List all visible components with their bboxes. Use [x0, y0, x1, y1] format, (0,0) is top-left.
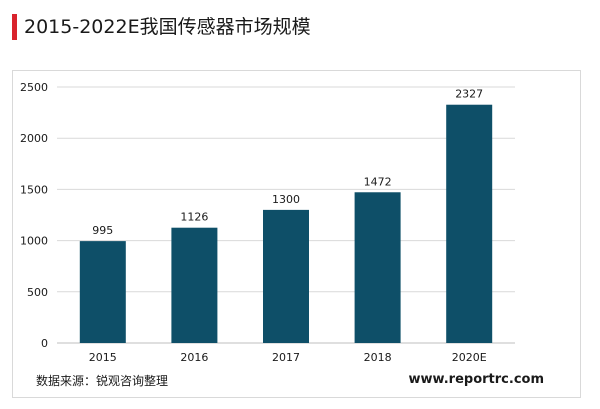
- x-tick-label: 2018: [364, 351, 392, 364]
- data-label: 1300: [272, 193, 300, 206]
- chart-title: 2015-2022E我国传感器市场规模: [24, 16, 311, 38]
- y-tick-label: 1000: [20, 235, 48, 248]
- x-tick-label: 2017: [272, 351, 300, 364]
- title-accent-bar: [12, 14, 17, 40]
- x-axis-ticks: 2015 2016 2017 2018 2020E: [89, 351, 487, 364]
- bar-2016: [171, 227, 218, 343]
- bar-2017: [263, 209, 309, 343]
- x-tick-label: 2015: [89, 351, 117, 364]
- data-label: 995: [92, 224, 113, 237]
- bars: [79, 104, 493, 343]
- x-tick-label: 2020E: [452, 351, 487, 364]
- y-tick-label: 1500: [20, 183, 48, 196]
- x-tick-label: 2016: [180, 351, 208, 364]
- y-axis-ticks: 0 500 1000 1500 2000 2500: [20, 81, 48, 350]
- data-source-note: 数据来源：锐观咨询整理: [36, 374, 169, 388]
- website-link[interactable]: www.reportrc.com: [408, 372, 544, 387]
- y-tick-label: 2000: [20, 132, 48, 145]
- data-label: 1126: [180, 211, 208, 224]
- y-tick-label: 2500: [20, 81, 48, 94]
- chart-frame: [12, 70, 581, 398]
- y-tick-label: 0: [41, 337, 48, 350]
- data-labels: 995 1126 1300 1472 2327: [92, 88, 483, 237]
- bar-2020E: [446, 104, 493, 343]
- data-label: 2327: [455, 88, 483, 101]
- y-tick-label: 500: [27, 286, 48, 299]
- bar-2015: [79, 241, 126, 343]
- data-label: 1472: [364, 175, 392, 188]
- bar-2018: [354, 192, 401, 343]
